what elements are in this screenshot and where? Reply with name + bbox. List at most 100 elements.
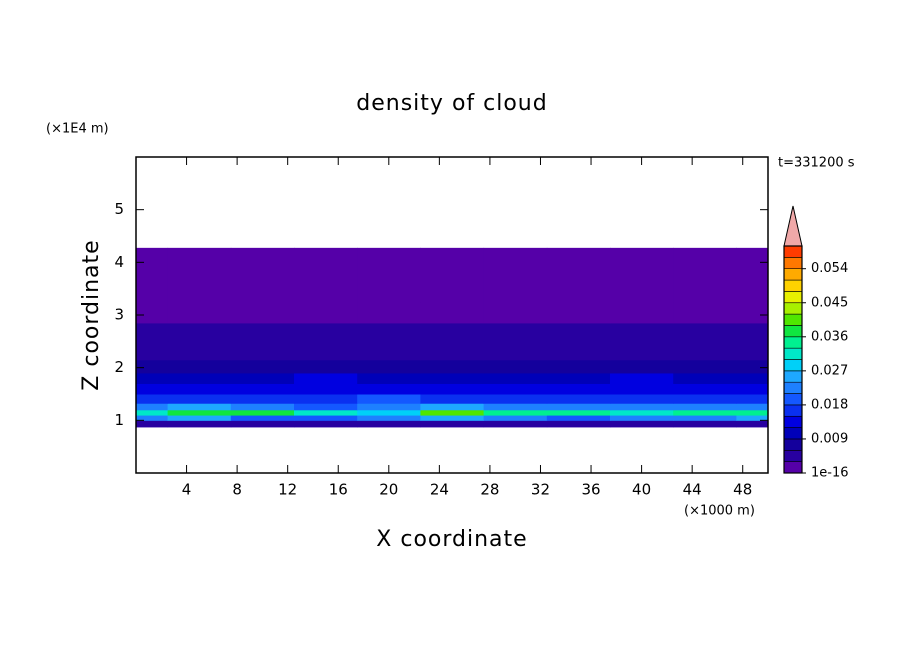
contour-cell bbox=[230, 409, 295, 416]
contour-cell bbox=[420, 415, 485, 421]
contour-cell bbox=[610, 383, 674, 395]
colorbar-band bbox=[783, 427, 803, 440]
contour-cell bbox=[230, 394, 295, 404]
colorbar-band bbox=[783, 313, 803, 326]
contour-cell bbox=[357, 415, 421, 421]
contour-cell bbox=[294, 359, 358, 374]
contour-cell bbox=[357, 409, 421, 416]
x-unit: (×1000 m) bbox=[684, 504, 755, 519]
contour-cell bbox=[230, 372, 295, 384]
x-tick-label: 40 bbox=[632, 481, 651, 499]
contour-cell bbox=[294, 403, 358, 411]
chart-title: density of cloud bbox=[356, 91, 547, 116]
contour-cell bbox=[294, 415, 358, 421]
contour-cell bbox=[136, 394, 169, 404]
colorbar-band bbox=[783, 336, 803, 349]
contour-cell bbox=[357, 372, 421, 384]
contour-cell bbox=[610, 301, 674, 324]
contour-cell bbox=[483, 420, 548, 428]
contour-cell bbox=[546, 341, 611, 361]
contour-cell bbox=[230, 275, 295, 303]
contour-cell bbox=[167, 383, 232, 395]
colorbar-band bbox=[783, 461, 803, 474]
contour-cell bbox=[230, 415, 295, 421]
contour-cell bbox=[167, 275, 232, 303]
contour-cell bbox=[420, 403, 485, 411]
colorbar-band bbox=[783, 393, 803, 406]
contour-cell bbox=[736, 341, 768, 361]
contour-field bbox=[136, 247, 768, 428]
contour-cell bbox=[546, 394, 611, 404]
contour-cell bbox=[673, 275, 737, 303]
colorbar-tick-label: 0.054 bbox=[811, 261, 848, 276]
contour-cell bbox=[546, 420, 611, 428]
contour-cell bbox=[230, 359, 295, 374]
contour-cell bbox=[546, 359, 611, 374]
contour-cell bbox=[357, 394, 421, 404]
colorbar-band bbox=[783, 404, 803, 417]
colorbar-band bbox=[783, 370, 803, 383]
contour-cell bbox=[357, 341, 421, 361]
contour-cell bbox=[483, 322, 548, 342]
contour-cell bbox=[230, 247, 295, 276]
contour-cell bbox=[736, 372, 768, 384]
contour-cell bbox=[483, 359, 548, 374]
x-tick-label: 8 bbox=[232, 481, 242, 499]
contour-cell bbox=[294, 383, 358, 395]
contour-cell bbox=[546, 322, 611, 342]
contour-cell bbox=[294, 247, 358, 276]
contour-cell bbox=[736, 359, 768, 374]
contour-cell bbox=[420, 322, 485, 342]
contour-cell bbox=[167, 420, 232, 428]
contour-cell bbox=[673, 359, 737, 374]
contour-cell bbox=[420, 275, 485, 303]
contour-cell bbox=[420, 247, 485, 276]
contour-cell bbox=[167, 409, 232, 416]
contour-cell bbox=[673, 372, 737, 384]
contour-cell bbox=[546, 372, 611, 384]
contour-cell bbox=[136, 415, 169, 421]
contour-cell bbox=[546, 247, 611, 276]
y-tick-label: 3 bbox=[114, 306, 124, 324]
contour-cell bbox=[167, 341, 232, 361]
contour-cell bbox=[673, 415, 737, 421]
contour-cell bbox=[420, 301, 485, 324]
colorbar-band bbox=[783, 438, 803, 451]
x-tick-label: 20 bbox=[379, 481, 398, 499]
x-tick-label: 16 bbox=[329, 481, 348, 499]
contour-cell bbox=[610, 322, 674, 342]
x-tick-label: 4 bbox=[182, 481, 192, 499]
contour-cell bbox=[736, 275, 768, 303]
contour-cell bbox=[167, 247, 232, 276]
contour-cell bbox=[357, 322, 421, 342]
colorbar-tick-label: 1e-16 bbox=[811, 466, 849, 481]
contour-cell bbox=[736, 301, 768, 324]
colorbar-tick-label: 0.027 bbox=[811, 363, 848, 378]
contour-cell bbox=[230, 301, 295, 324]
contour-cell bbox=[357, 275, 421, 303]
contour-cell bbox=[673, 383, 737, 395]
contour-cell bbox=[420, 420, 485, 428]
colorbar-band bbox=[783, 245, 803, 258]
y-tick-label: 2 bbox=[114, 358, 124, 376]
contour-cell bbox=[736, 322, 768, 342]
colorbar-band bbox=[783, 449, 803, 462]
contour-cell bbox=[673, 341, 737, 361]
x-tick-label: 36 bbox=[581, 481, 600, 499]
contour-cell bbox=[136, 372, 169, 384]
contour-cell bbox=[357, 420, 421, 428]
contour-cell bbox=[136, 403, 169, 411]
contour-cell bbox=[610, 415, 674, 421]
contour-cell bbox=[546, 275, 611, 303]
contour-cell bbox=[483, 383, 548, 395]
contour-cell bbox=[294, 301, 358, 324]
colorbar-band bbox=[783, 415, 803, 428]
contour-cell bbox=[736, 383, 768, 395]
x-axis-label: X coordinate bbox=[376, 527, 527, 552]
colorbar-extension bbox=[783, 205, 803, 247]
contour-cell bbox=[483, 247, 548, 276]
contour-cell bbox=[357, 383, 421, 395]
contour-cell bbox=[736, 409, 768, 416]
contour-cell bbox=[294, 409, 358, 416]
contour-cell bbox=[546, 383, 611, 395]
